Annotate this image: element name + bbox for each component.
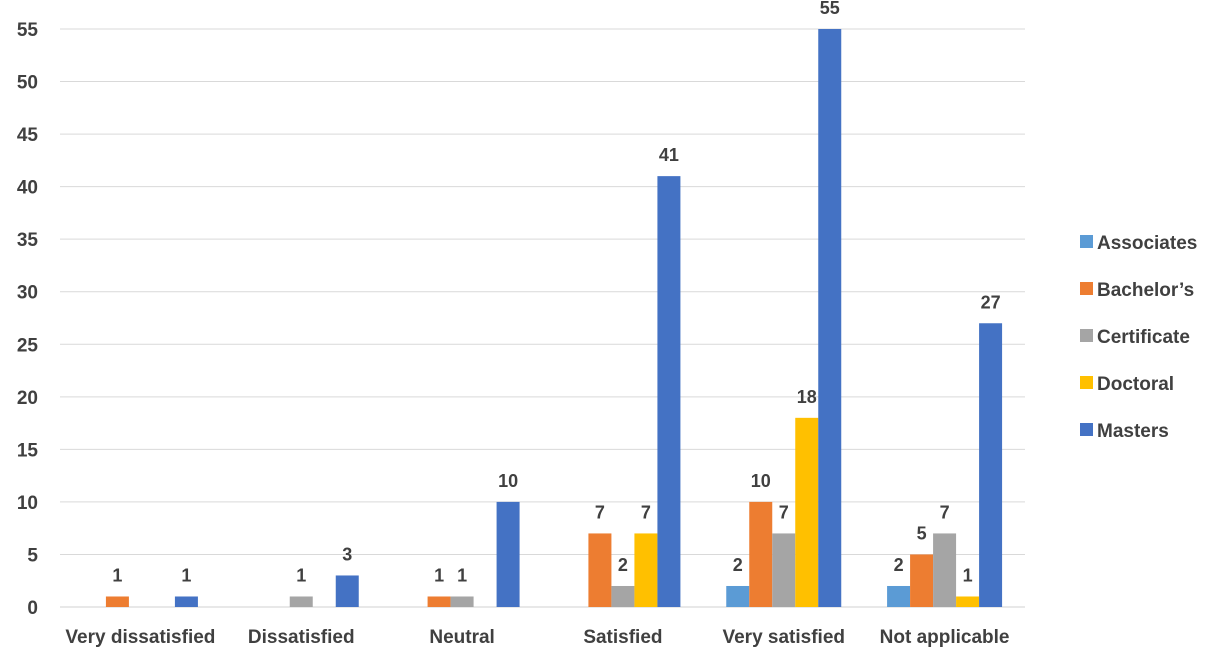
- y-tick-label: 50: [17, 73, 38, 94]
- legend-label: Certificate: [1097, 327, 1190, 348]
- legend-label: Associates: [1097, 233, 1197, 254]
- bar: [657, 176, 681, 608]
- bar: [611, 585, 635, 607]
- data-label: 10: [498, 471, 518, 491]
- x-category-label: Neutral: [429, 627, 494, 648]
- data-label: 10: [751, 471, 771, 491]
- data-label: 1: [434, 565, 444, 585]
- x-category-label: Very satisfied: [722, 627, 845, 648]
- data-label: 2: [733, 555, 743, 575]
- bar: [749, 501, 773, 607]
- data-label: 2: [894, 555, 904, 575]
- legend-swatch: [1080, 282, 1093, 295]
- data-label: 55: [820, 0, 840, 18]
- y-tick-label: 30: [17, 283, 38, 304]
- bar: [818, 29, 842, 607]
- bar: [726, 585, 750, 607]
- x-category-label: Not applicable: [880, 627, 1010, 648]
- y-tick-label: 35: [17, 230, 39, 251]
- data-label: 7: [779, 502, 789, 522]
- data-label: 5: [917, 523, 927, 543]
- y-tick-label: 10: [17, 493, 38, 514]
- y-tick-label: 25: [17, 335, 39, 356]
- data-label: 2: [618, 555, 628, 575]
- y-tick-label: 40: [17, 178, 38, 199]
- data-label: 1: [457, 565, 467, 585]
- x-category-label: Very dissatisfied: [65, 627, 215, 648]
- bar: [956, 596, 980, 607]
- legend-swatch: [1080, 329, 1093, 342]
- data-label: 1: [963, 565, 973, 585]
- gridlines: [60, 28, 1025, 608]
- data-label: 41: [659, 145, 679, 165]
- legend-swatch: [1080, 423, 1093, 436]
- bar: [979, 323, 1003, 607]
- bar: [933, 533, 957, 607]
- legend: Associates Bachelor’s Certificate Doctoral M…: [1080, 233, 1197, 442]
- bar: [634, 533, 658, 607]
- legend-swatch: [1080, 376, 1093, 389]
- y-tick-label: 20: [17, 388, 38, 409]
- y-tick-label: 55: [17, 20, 39, 41]
- bar: [335, 575, 359, 607]
- bar: [289, 596, 313, 607]
- y-tick-label: 0: [27, 598, 38, 619]
- y-tick-label: 5: [27, 545, 38, 566]
- data-label: 3: [342, 544, 352, 564]
- x-category-label: Satisfied: [583, 627, 662, 648]
- data-label: 1: [181, 565, 191, 585]
- bar: [450, 596, 474, 607]
- data-label: 27: [981, 292, 1001, 312]
- data-label: 7: [595, 502, 605, 522]
- bar: [910, 554, 934, 607]
- x-category-label: Dissatisfied: [248, 627, 355, 648]
- legend-label: Bachelor’s: [1097, 280, 1194, 301]
- bar: [496, 501, 520, 607]
- bar: [772, 533, 796, 607]
- data-label: 7: [940, 502, 950, 522]
- bar: [427, 596, 451, 607]
- bar: [795, 417, 819, 607]
- legend-swatch: [1080, 235, 1093, 248]
- bar: [105, 596, 129, 607]
- legend-label: Doctoral: [1097, 374, 1174, 395]
- bar: [588, 533, 612, 607]
- data-label: 7: [641, 502, 651, 522]
- data-label: 1: [296, 565, 306, 585]
- y-axis-ticks: 0 5 10 15 20 25 30 35 40 45 50 55: [17, 20, 39, 619]
- bar: [174, 596, 198, 607]
- data-label: 1: [112, 565, 122, 585]
- y-tick-label: 15: [17, 440, 39, 461]
- data-label: 18: [797, 387, 817, 407]
- x-axis-categories: Very dissatisfied Dissatisfied Neutral Sati…: [65, 627, 1009, 648]
- legend-label: Masters: [1097, 421, 1169, 442]
- bar: [887, 585, 911, 607]
- bars: [105, 29, 1003, 608]
- y-tick-label: 45: [17, 125, 39, 146]
